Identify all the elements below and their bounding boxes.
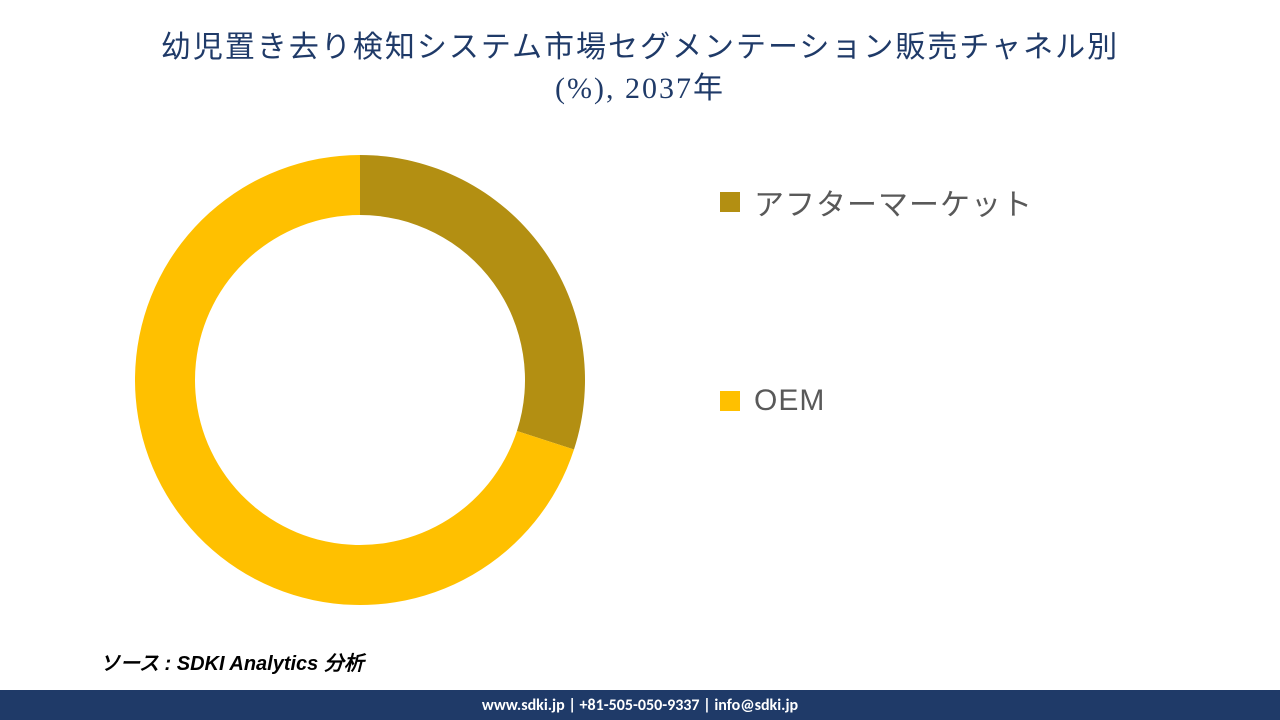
donut-chart [0, 0, 1280, 720]
donut-slice-0 [360, 155, 585, 450]
legend-item: アフターマーケット [720, 180, 1033, 224]
page-root: 幼児置き去り検知システム市場セグメンテーション販売チャネル別 (%), 2037… [0, 0, 1280, 720]
legend-swatch [720, 192, 740, 212]
legend-label: OEM [754, 384, 825, 418]
legend-label: アフターマーケット [754, 180, 1033, 224]
legend-item: OEM [720, 384, 1033, 418]
source-text: ソース : SDKI Analytics 分析 [100, 647, 364, 676]
footer-text: www.sdki.jp | +81-505-050-9337 | info@sd… [482, 696, 798, 715]
legend: アフターマーケット OEM [720, 180, 1033, 578]
legend-swatch [720, 391, 740, 411]
footer-bar: www.sdki.jp | +81-505-050-9337 | info@sd… [0, 690, 1280, 720]
